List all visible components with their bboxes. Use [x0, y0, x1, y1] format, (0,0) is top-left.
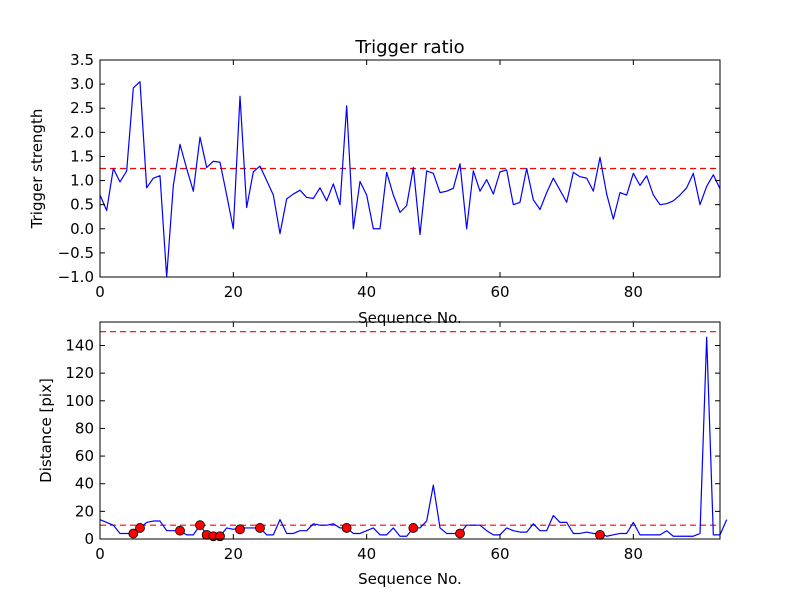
bottom-marker-point — [455, 528, 465, 539]
top-y-tick-label: 2.0 — [70, 123, 94, 141]
top-y-tick-label: 3.0 — [70, 75, 94, 93]
top-y-tick-label: 0.5 — [70, 196, 94, 214]
bottom-marker-point — [128, 528, 139, 539]
bottom-marker-point — [195, 520, 205, 531]
distance-plot-area — [99, 331, 728, 542]
bottom-marker-point — [135, 523, 145, 533]
bottom-x-axis-label: Sequence No. — [358, 570, 462, 588]
top-axes-ticks: 0 20 40 60 80 −1.0 −0.5 0.0 0.5 1.0 1.5 2.0 2.5 3.0 3.… — [58, 51, 720, 301]
bottom-marker-point — [595, 529, 605, 540]
bottom-y-tick-label: 80 — [75, 419, 94, 437]
bottom-y-tick-label: 120 — [65, 364, 94, 382]
bottom-y-axis-label: Distance [pix] — [37, 378, 55, 483]
bottom-marker-point — [255, 523, 265, 533]
top-y-tick-label: −0.5 — [58, 244, 94, 262]
bottom-y-tick-label: 40 — [75, 475, 94, 493]
distance-panel: 0 20 40 60 80 0 20 40 60 80 100 120 140 Sequence No.… — [37, 321, 728, 588]
top-x-tick-label: 0 — [95, 283, 105, 301]
bottom-x-tick-label: 20 — [224, 545, 243, 563]
bottom-marker-point — [408, 523, 419, 533]
top-y-tick-label: −1.0 — [58, 268, 94, 286]
bottom-y-tick-label: 100 — [65, 392, 94, 410]
bottom-y-tick-label: 60 — [75, 447, 94, 465]
chart-title: Trigger ratio — [354, 37, 464, 58]
top-y-tick-label: 2.5 — [70, 99, 94, 117]
bottom-axes-ticks: 0 20 40 60 80 0 20 40 60 80 100 120 140 — [65, 322, 720, 563]
top-x-axis-label: Sequence No. — [358, 309, 462, 327]
bottom-x-tick-label: 0 — [95, 545, 105, 563]
bottom-axes-frame — [99, 321, 721, 540]
top-y-tick-label: 3.5 — [70, 51, 94, 69]
trigger-ratio-panel: Trigger ratio 0 20 40 60 80 −1.0 −0.5 0.0 0.5 1.0… — [28, 37, 721, 327]
top-axes-frame — [99, 59, 721, 278]
top-y-tick-label: 0.0 — [70, 220, 94, 238]
bottom-marker-point — [175, 525, 185, 536]
top-x-tick-label: 60 — [490, 283, 509, 301]
top-y-tick-label: 1.5 — [70, 147, 94, 165]
top-series-line-0 — [99, 81, 721, 278]
bottom-x-tick-label: 80 — [624, 545, 643, 563]
bottom-marker-point — [235, 524, 245, 535]
top-y-axis-label: Trigger strength — [28, 109, 46, 230]
trigger-strength-plot-area — [99, 81, 721, 278]
top-x-tick-label: 80 — [624, 283, 643, 301]
bottom-y-tick-label: 20 — [75, 502, 94, 520]
bottom-x-tick-label: 60 — [490, 545, 509, 563]
bottom-marker-point — [215, 531, 225, 542]
top-x-tick-label: 40 — [357, 283, 376, 301]
bottom-x-tick-label: 40 — [357, 545, 376, 563]
top-y-tick-label: 1.0 — [70, 172, 94, 190]
bottom-y-tick-label: 140 — [65, 336, 94, 354]
bottom-marker-point — [341, 523, 352, 533]
bottom-y-tick-label: 0 — [84, 530, 94, 548]
top-x-tick-label: 20 — [224, 283, 243, 301]
